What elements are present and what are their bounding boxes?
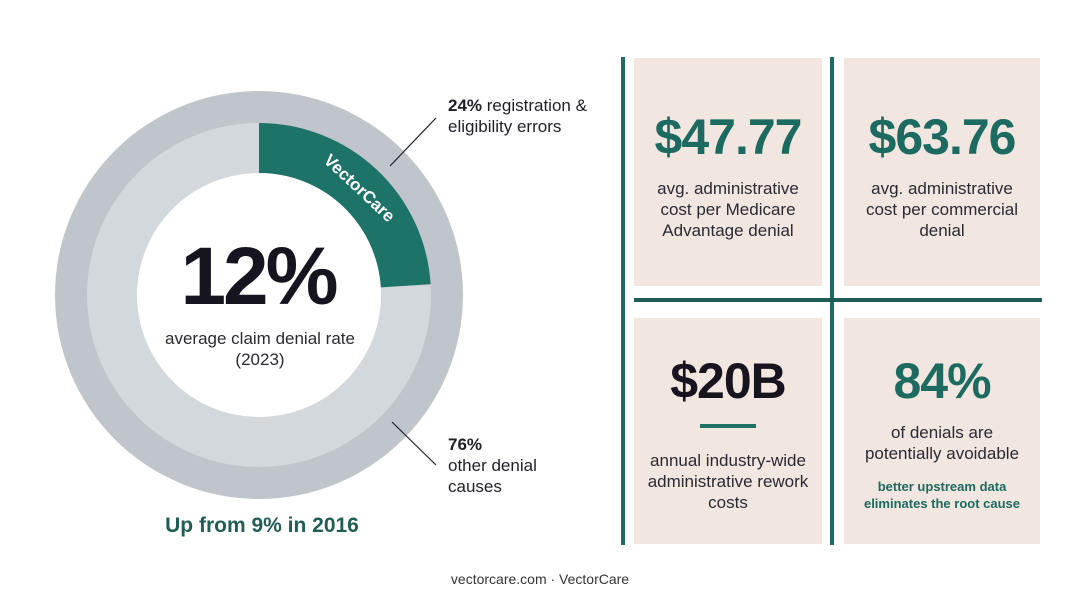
- stat-card-avoidable-denials: 84% of denials are potentially avoidable…: [844, 318, 1040, 544]
- callout-leader-top: [389, 117, 437, 167]
- stat-divider: [700, 424, 756, 428]
- grid-divider-middle: [634, 298, 1042, 302]
- denial-rate-value: 12%: [180, 231, 338, 322]
- site-footer: vectorcare.com · VectorCare: [450, 571, 630, 587]
- stat-card-ma-denial-cost: $47.77 avg. administrative cost per Medi…: [634, 58, 822, 286]
- stat-card-commercial-denial-cost: $63.76 avg. administrative cost per comm…: [844, 58, 1040, 286]
- callout-registration-pct: 24%: [448, 96, 483, 115]
- denial-rate-caption: average claim denial rate (2023): [165, 329, 355, 369]
- callout-registration-text: registration & eligibility errors: [448, 96, 587, 136]
- donut-chart: VectorCare: [55, 91, 463, 499]
- callout-leader-bottom: [391, 421, 437, 466]
- stat-value: $63.76: [868, 109, 1017, 165]
- stat-card-rework-costs: $20B annual industry-wide administrative…: [634, 318, 822, 544]
- callout-other-text: other denial causes: [448, 456, 537, 496]
- pie-slice-registration-eligibility: [259, 123, 431, 288]
- stat-description: avg. administrative cost per commercial …: [865, 179, 1019, 240]
- stat-description: of denials are potentially avoidable: [864, 423, 1020, 463]
- callout-other-pct: 76%: [448, 435, 483, 454]
- stat-note: better upstream data eliminates the root…: [863, 479, 1021, 511]
- stat-description: annual industry-wide administrative rewo…: [647, 451, 809, 512]
- stat-value: 84%: [893, 353, 991, 409]
- callout-other: 76% other denial causes: [448, 434, 588, 497]
- callout-registration: 24% registration & eligibility errors: [448, 95, 608, 137]
- stat-description: avg. administrative cost per Medicare Ad…: [657, 179, 799, 240]
- grid-divider-left: [621, 57, 625, 545]
- trend-footnote: Up from 9% in 2016: [165, 514, 359, 537]
- donut-hole: [137, 173, 381, 417]
- stat-value: $47.77: [654, 109, 803, 165]
- stat-value: $20B: [670, 353, 787, 409]
